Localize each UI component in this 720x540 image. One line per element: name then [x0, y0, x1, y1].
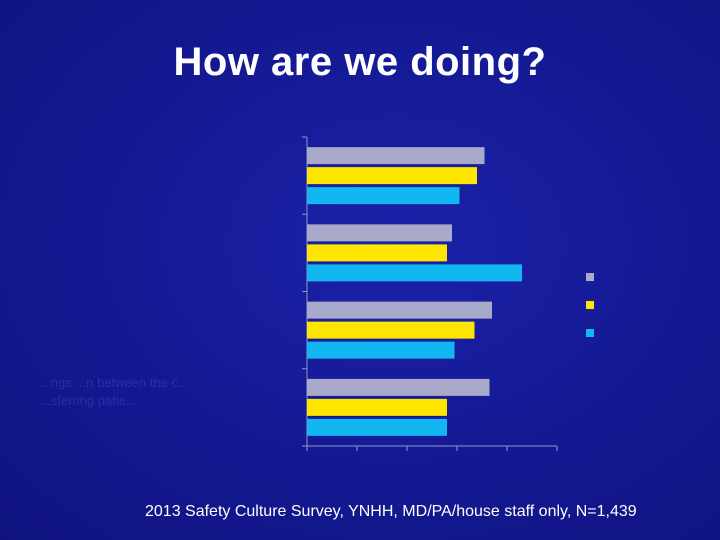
- slide-footer-source: 2013 Safety Culture Survey, YNHH, MD/PA/…: [145, 503, 637, 520]
- bar-series-3-category-3: [307, 341, 455, 359]
- bar-series-1-category-4: [307, 378, 490, 396]
- bar-series-2-category-2: [307, 244, 447, 262]
- legend-swatch: [586, 328, 594, 337]
- legend-swatch: [586, 300, 594, 309]
- faded-question-line-2: ...sferring patie...: [40, 393, 137, 408]
- faded-question-text: ...ngs ...n between the c... ...sferring…: [40, 374, 290, 410]
- legend-item: [586, 296, 594, 324]
- chart-legend: [586, 268, 594, 352]
- bar-series-1-category-3: [307, 301, 492, 319]
- legend-item: [586, 324, 594, 352]
- slide-title: How are we doing?: [173, 40, 547, 84]
- legend-swatch: [586, 272, 594, 281]
- bar-series-1-category-2: [307, 224, 452, 242]
- bar-series-2-category-3: [307, 321, 475, 339]
- legend-item: [586, 268, 594, 296]
- bar-series-1-category-1: [307, 147, 485, 165]
- bar-series-3-category-4: [307, 418, 447, 436]
- bar-series-3-category-1: [307, 187, 460, 205]
- faded-question-line-1: ...ngs ...n between the c...: [40, 375, 189, 390]
- bar-series-2-category-4: [307, 398, 447, 416]
- bar-series-3-category-2: [307, 264, 522, 282]
- bar-series-2-category-1: [307, 167, 477, 185]
